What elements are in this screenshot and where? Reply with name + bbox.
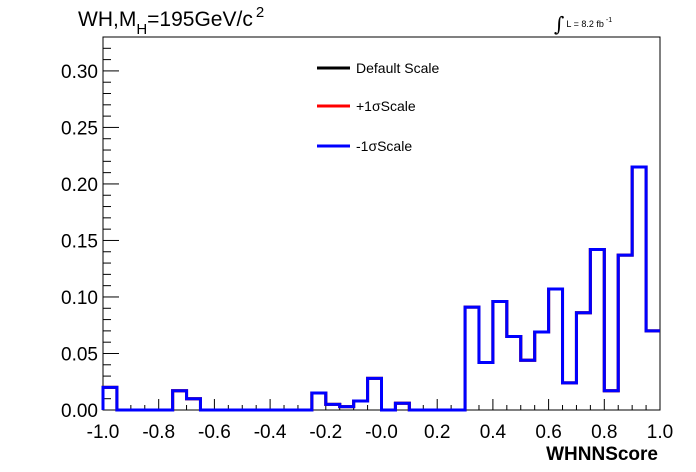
integral-symbol: ∫ — [554, 12, 565, 36]
series-layer — [101, 165, 660, 412]
x-tick-label: 0.8 — [591, 422, 617, 443]
y-tick-label: 0.10 — [61, 288, 98, 309]
x-tick-label: 0.2 — [424, 422, 450, 443]
y-tick-label: 0.05 — [61, 344, 98, 365]
x-tick-label: -0.0 — [365, 422, 398, 443]
title-rest: =195GeV/c — [147, 8, 253, 31]
x-axis: -1.0 -0.8 -0.6 -0.4 -0.2 -0.0 0.2 0.4 0.6 0.8 1.0 — [87, 399, 673, 443]
title-superscript: 2 — [255, 4, 265, 21]
x-tick-label: -0.4 — [254, 422, 287, 443]
luminosity-label: ∫ L = 8.2 fb -1 — [554, 8, 613, 36]
x-tick-label: -0.6 — [198, 422, 231, 443]
title-main: WH,M — [78, 8, 137, 31]
legend-label: -1σScale — [356, 138, 412, 154]
x-tick-label: 0.6 — [535, 422, 561, 443]
chart-title: WH,MH=195GeV/c 2 — [78, 4, 264, 38]
title-subscript: H — [136, 21, 148, 38]
y-tick-label: 0.15 — [61, 231, 98, 252]
x-tick-label: 1.0 — [647, 422, 673, 443]
x-axis-label: WHNNScore — [546, 444, 658, 465]
legend-label: Default Scale — [356, 60, 439, 76]
luminosity-superscript: -1 — [605, 17, 613, 24]
luminosity-text: L = 8.2 fb — [566, 19, 604, 29]
y-tick-label: 0.25 — [61, 118, 98, 139]
series-line-3 — [101, 165, 660, 412]
x-tick-label: 0.4 — [480, 422, 507, 443]
x-tick-label: -0.2 — [309, 422, 342, 443]
x-tick-label: -1.0 — [87, 422, 120, 443]
x-tick-label: -0.8 — [142, 422, 175, 443]
y-tick-label: 0.00 — [61, 401, 98, 422]
y-tick-label: 0.30 — [61, 62, 98, 83]
y-tick-label: 0.20 — [61, 175, 98, 196]
legend: Default Scale +1σScale -1σScale — [317, 60, 439, 154]
y-axis: 0.00 0.05 0.10 0.15 0.20 0.25 0.30 — [61, 36, 119, 422]
legend-label: +1σScale — [356, 98, 416, 114]
